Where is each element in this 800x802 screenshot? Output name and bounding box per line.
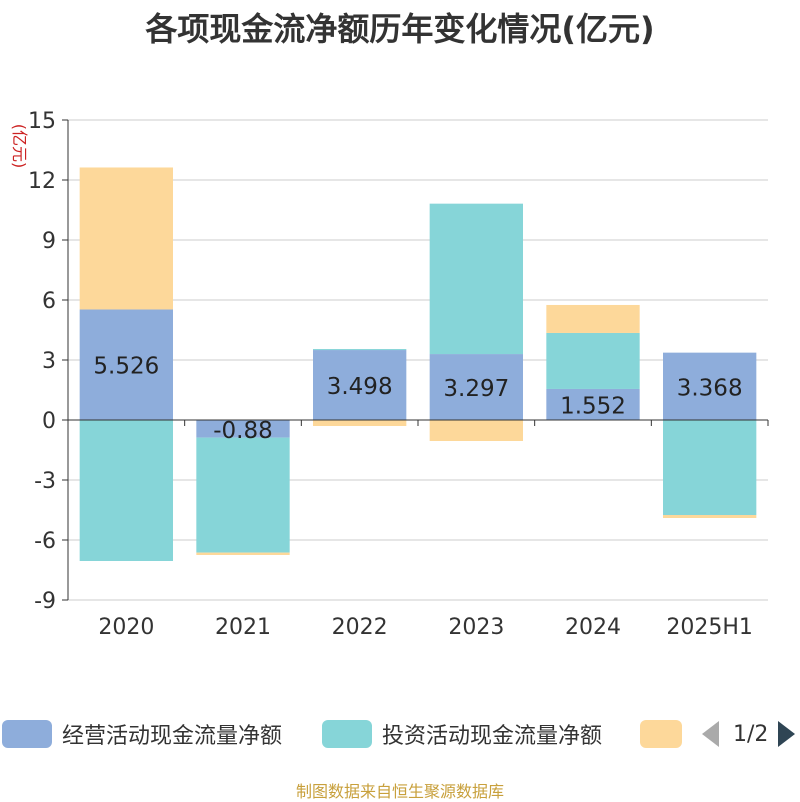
source-note: 制图数据来自恒生聚源数据库 xyxy=(295,782,504,801)
y-tick-label: 3 xyxy=(42,349,56,374)
x-tick-label: 2024 xyxy=(565,615,621,640)
legend-swatch-operating xyxy=(2,720,52,748)
legend-swatch-investing xyxy=(322,720,372,748)
legend-label-investing: 投资活动现金流量净额 xyxy=(382,724,603,749)
data-label: 3.297 xyxy=(443,376,509,402)
y-tick-label: 0 xyxy=(42,409,56,434)
data-label: 3.368 xyxy=(677,375,743,401)
x-tick-label: 2021 xyxy=(215,615,271,640)
bar-segment xyxy=(313,420,407,426)
chart-title: 各项现金流净额历年变化情况(亿元) xyxy=(145,10,655,48)
bar-segment xyxy=(79,420,173,561)
legend: 经营活动现金流量净额 投资活动现金流量净额 1/2 xyxy=(0,714,800,754)
legend-page-indicator: 1/2 xyxy=(733,721,769,747)
bar-segment xyxy=(196,420,290,438)
bar-segment xyxy=(196,552,290,555)
bar-segment xyxy=(663,515,757,518)
data-label: 1.552 xyxy=(560,393,626,419)
bar-segment xyxy=(663,352,757,420)
x-tick-label: 2020 xyxy=(98,615,154,640)
y-tick-label: 15 xyxy=(28,109,56,134)
legend-item-operating[interactable]: 经营活动现金流量净额 xyxy=(2,714,282,754)
bar-segment xyxy=(313,349,407,351)
data-label: -0.88 xyxy=(213,418,273,444)
legend-label-operating: 经营活动现金流量净额 xyxy=(62,724,283,749)
bar-segment xyxy=(429,354,523,420)
bar-segment xyxy=(196,437,290,553)
legend-next-icon[interactable] xyxy=(778,721,796,747)
y-tick-label: 6 xyxy=(42,289,56,314)
y-tick-label: -6 xyxy=(34,529,56,554)
y-tick-label: 9 xyxy=(42,229,56,254)
y-axis-label: (亿元) xyxy=(10,124,29,169)
legend-item-investing[interactable]: 投资活动现金流量净额 xyxy=(322,714,602,754)
bar-segment xyxy=(79,309,173,420)
bar-segment xyxy=(546,304,640,333)
bar-segment xyxy=(546,332,640,389)
y-tick-label: 12 xyxy=(28,169,56,194)
y-tick-label: -3 xyxy=(34,469,56,494)
x-tick-label: 2023 xyxy=(448,615,504,640)
legend-prev-icon[interactable] xyxy=(702,721,719,747)
bar-segment xyxy=(79,167,173,310)
data-label: 3.498 xyxy=(327,374,393,400)
legend-pager: 1/2 xyxy=(702,714,796,754)
bar-segment xyxy=(429,203,523,355)
x-tick-label: 2025H1 xyxy=(666,615,753,640)
legend-item-financing[interactable] xyxy=(640,714,682,754)
x-tick-label: 2022 xyxy=(332,615,388,640)
bar-segment xyxy=(663,420,757,515)
bar-segment xyxy=(313,350,407,420)
data-label: 5.526 xyxy=(93,354,159,380)
bar-segment xyxy=(546,388,640,420)
legend-swatch-financing xyxy=(640,720,682,748)
bar-segment xyxy=(429,420,523,441)
y-tick-label: -9 xyxy=(34,589,56,614)
